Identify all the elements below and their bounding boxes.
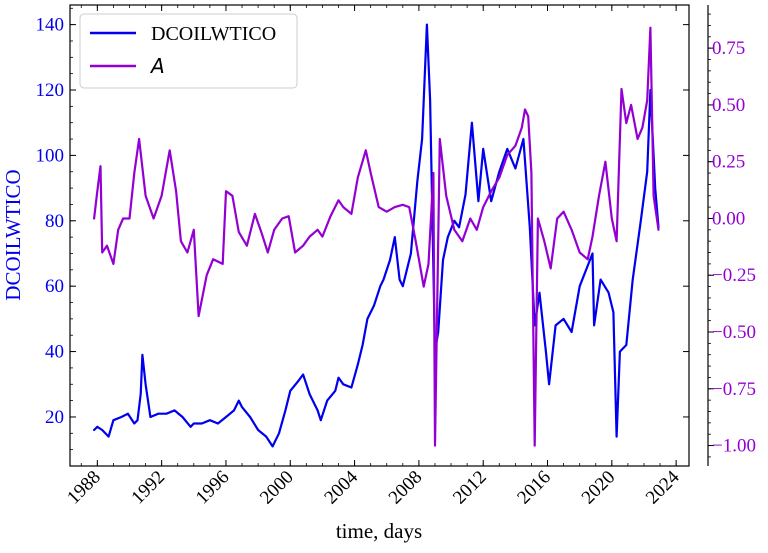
y-left-tick-label: 140 [36,15,65,36]
x-tick-label: 2012 [449,467,491,509]
y-left-tick-label: 80 [45,211,64,232]
y-left-tick-label: 40 [45,342,64,363]
legend-label-series-1: DCOILWTICO [151,23,276,45]
y-left-tick-label: 20 [45,407,64,428]
x-tick-label: 2024 [642,466,684,508]
y-left-tick-label: 100 [36,145,65,166]
y-right-tick-label: −0.25 [712,265,756,286]
y-right-tick-label: 0.50 [712,95,745,116]
x-tick-label: 2008 [385,467,427,509]
series-line-2 [92,26,660,447]
legend: DCOILWTICO A [79,13,298,89]
x-tick-label: 1992 [127,467,169,509]
y-right-tick-label: 0.00 [712,208,745,229]
plot-frame [69,4,690,467]
y-left-tick-label: 60 [45,276,64,297]
y-right-tick-label: 0.75 [712,38,745,59]
x-tick-label: 1988 [63,467,105,509]
y-right-tick-label: −0.75 [712,379,756,400]
series-layer [92,23,660,448]
x-tick-label: 2016 [513,467,555,509]
x-tick-label: 2000 [256,467,298,509]
legend-label-series-2: A [149,54,165,78]
y-right-tick-label: −1.00 [712,436,756,457]
x-tick-label: 2004 [320,466,362,508]
y-axis-label-left: DCOILWTICO [1,169,25,300]
y-right-tick-label: −0.50 [712,322,756,343]
y-left-tick-label: 120 [36,80,65,101]
x-tick-label: 2020 [578,467,620,509]
x-tick-label: 1996 [192,467,234,509]
x-axis-label: time, days [336,519,422,543]
series-line-1 [92,23,660,448]
y-right-tick-label: 0.25 [712,152,745,173]
